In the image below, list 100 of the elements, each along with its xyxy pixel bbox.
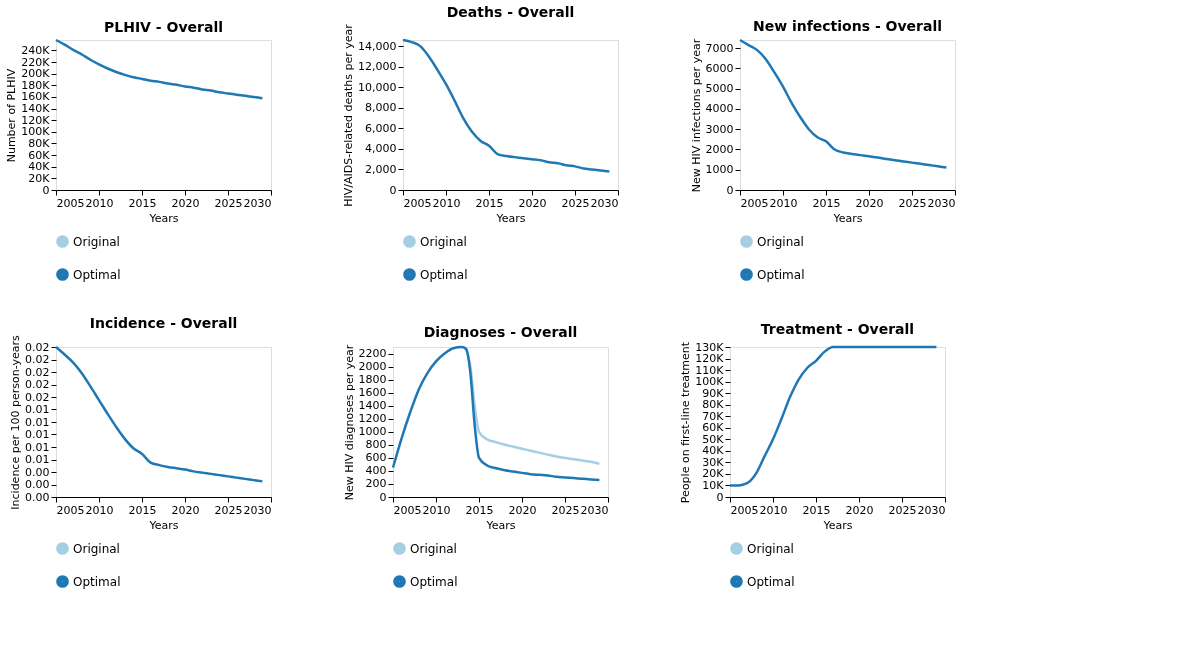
x-tick-label: 2005 xyxy=(56,196,85,210)
y-tick-label: 0.00 xyxy=(25,478,50,491)
x-tick-label: 2005 xyxy=(403,196,432,210)
chart-title: Diagnoses - Overall xyxy=(423,324,578,341)
legend-label: Original xyxy=(757,234,804,249)
y-tick-label: 0 xyxy=(726,183,734,197)
x-tick-label: 2025 xyxy=(551,503,580,517)
x-tick-label: 2010 xyxy=(432,196,461,210)
x-tick-label: 2010 xyxy=(422,503,451,517)
x-axis-title: Years xyxy=(495,211,526,225)
y-tick-label: 40K xyxy=(28,160,51,174)
y-tick-label: 0 xyxy=(389,183,397,197)
legend-label: Original xyxy=(747,541,794,556)
x-axis-title: Years xyxy=(148,211,179,225)
y-tick-label: 160K xyxy=(21,90,51,104)
legend-label: Original xyxy=(410,541,457,556)
y-tick-label: 0.00 xyxy=(25,490,50,504)
x-tick-label: 2015 xyxy=(812,196,841,210)
y-tick-label: 0.02 xyxy=(25,353,50,366)
y-tick-label: 0.01 xyxy=(25,403,50,416)
x-tick-label: 2020 xyxy=(171,196,200,210)
x-axis-title: Years xyxy=(148,518,179,532)
chart-title: Deaths - Overall xyxy=(446,3,575,20)
y-tick-label: 4000 xyxy=(705,102,734,116)
y-tick-label: 0.01 xyxy=(25,428,50,441)
x-tick-label: 2005 xyxy=(393,503,422,517)
legend-label: Optimal xyxy=(747,574,795,589)
x-tick-label: 2025 xyxy=(898,196,927,210)
x-axis-title: Years xyxy=(832,211,863,225)
y-tick-label: 240K xyxy=(21,43,51,57)
y-axis-title: HIV/AIDS-related deaths per year xyxy=(342,23,356,207)
y-tick-label: 130K xyxy=(695,340,725,354)
x-tick-label: 2030 xyxy=(580,503,609,517)
x-tick-label: 2005 xyxy=(56,503,85,517)
x-tick-label: 2030 xyxy=(927,196,956,210)
legend-label: Original xyxy=(420,234,467,249)
x-tick-label: 2015 xyxy=(802,503,831,517)
y-tick-label: 0 xyxy=(379,490,387,504)
y-tick-label: 2000 xyxy=(705,142,734,156)
y-tick-label: 3000 xyxy=(705,122,734,136)
y-axis-title: New HIV diagnoses per year xyxy=(342,344,356,501)
y-tick-label: 2200 xyxy=(358,347,387,361)
x-tick-label: 2025 xyxy=(214,503,243,517)
y-tick-label: 0.01 xyxy=(25,440,50,454)
y-tick-label: 220K xyxy=(21,55,51,69)
y-tick-label: 0.02 xyxy=(25,378,50,391)
y-tick-label: 80K xyxy=(28,136,51,150)
y-tick-label: 60K xyxy=(702,421,725,435)
line-series xyxy=(54,345,264,483)
y-tick-label: 6,000 xyxy=(365,121,397,135)
x-tick-label: 2030 xyxy=(243,196,272,210)
y-tick-label: 2,000 xyxy=(365,162,397,176)
y-tick-label: 40K xyxy=(702,444,725,458)
x-tick-label: 2010 xyxy=(759,503,788,517)
x-tick-label: 2030 xyxy=(590,196,619,210)
legend-label: Optimal xyxy=(73,267,121,282)
y-tick-label: 200 xyxy=(365,477,387,491)
y-tick-label: 120K xyxy=(695,352,725,366)
y-tick-label: 4,000 xyxy=(365,142,397,156)
y-tick-label: 400 xyxy=(365,464,387,478)
y-tick-label: 0.02 xyxy=(25,365,50,379)
x-tick-label: 2020 xyxy=(518,196,547,210)
y-tick-label: 90K xyxy=(702,386,725,400)
x-tick-label: 2020 xyxy=(845,503,874,517)
y-tick-label: 10K xyxy=(702,478,725,492)
y-tick-label: 0 xyxy=(716,490,724,504)
y-tick-label: 50K xyxy=(702,432,725,446)
x-tick-label: 2025 xyxy=(561,196,590,210)
y-axis-title: People on first-line treatment xyxy=(679,341,693,504)
x-axis-title: Years xyxy=(822,518,853,532)
x-tick-label: 2015 xyxy=(128,503,157,517)
y-tick-label: 1000 xyxy=(705,163,734,177)
y-tick-label: 20K xyxy=(702,467,725,481)
chart-title: New infections - Overall xyxy=(752,18,943,35)
x-tick-label: 2010 xyxy=(85,196,114,210)
y-tick-label: 12,000 xyxy=(358,60,397,74)
line-series xyxy=(54,38,264,100)
legend-label: Original xyxy=(73,234,120,249)
chart-title: Treatment - Overall xyxy=(760,321,915,337)
y-axis-title: Incidence per 100 person-years xyxy=(9,335,23,510)
y-tick-label: 110K xyxy=(695,363,725,377)
y-tick-label: 180K xyxy=(21,78,51,92)
x-tick-label: 2005 xyxy=(730,503,759,517)
y-axis-title: Number of PLHIV xyxy=(5,68,19,163)
x-tick-label: 2030 xyxy=(917,503,946,517)
y-axis-title: New HIV infections per year xyxy=(689,38,703,193)
x-axis-title: Years xyxy=(485,518,516,532)
x-tick-label: 2025 xyxy=(888,503,917,517)
y-tick-label: 1800 xyxy=(358,373,387,387)
line-series xyxy=(391,345,601,482)
y-tick-label: 100K xyxy=(695,375,725,389)
x-tick-label: 2020 xyxy=(508,503,537,517)
line-series xyxy=(401,38,611,173)
y-tick-label: 2000 xyxy=(358,360,387,374)
y-tick-label: 1200 xyxy=(358,412,387,426)
y-tick-label: 0.02 xyxy=(25,390,50,404)
x-tick-label: 2010 xyxy=(769,196,798,210)
y-tick-label: 800 xyxy=(365,438,387,452)
y-tick-label: 0.02 xyxy=(25,340,50,354)
legend-label: Optimal xyxy=(410,574,458,589)
